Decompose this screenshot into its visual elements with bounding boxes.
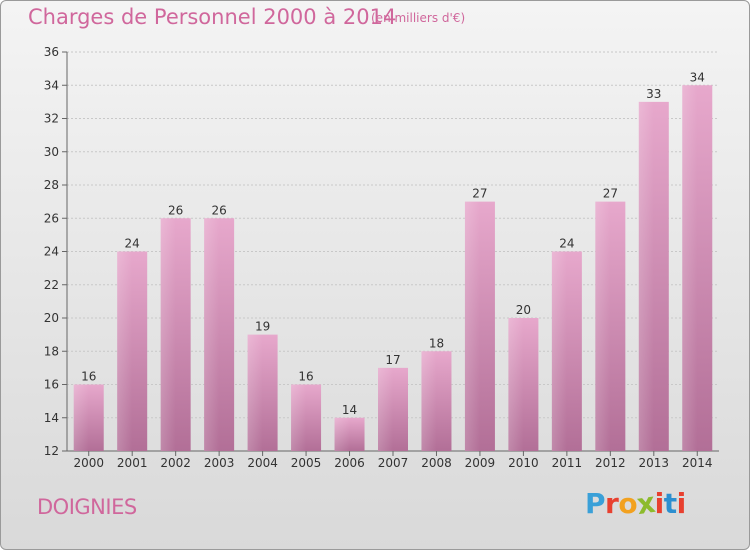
- y-tick-label: 32: [44, 112, 59, 126]
- y-tick-label: 22: [44, 278, 59, 292]
- data-label: 33: [646, 87, 661, 101]
- y-tick-label: 30: [44, 145, 59, 159]
- x-tick-label: 2002: [160, 456, 191, 470]
- x-tick-label: 2014: [682, 456, 713, 470]
- data-label: 26: [211, 203, 226, 217]
- x-tick-label: 2006: [334, 456, 365, 470]
- bar-highlight: [117, 251, 133, 451]
- x-tick-label: 2010: [508, 456, 539, 470]
- x-tick-label: 2012: [595, 456, 626, 470]
- x-tick-label: 2000: [73, 456, 104, 470]
- data-label: 26: [168, 203, 183, 217]
- logo-letter: t: [663, 487, 677, 520]
- y-tick-label: 18: [44, 344, 59, 358]
- y-tick-label: 14: [44, 411, 59, 425]
- bar-highlight: [421, 351, 437, 451]
- data-label: 19: [255, 320, 270, 334]
- data-label: 27: [603, 187, 618, 201]
- y-tick-label: 12: [44, 444, 59, 458]
- bar-highlight: [334, 417, 350, 451]
- data-label: 34: [690, 70, 705, 84]
- bar-highlight: [160, 218, 176, 451]
- y-tick-label: 24: [44, 245, 59, 259]
- y-tick-label: 26: [44, 211, 59, 225]
- bar-highlight: [595, 201, 611, 451]
- chart-subtitle: (en milliers d'€): [371, 11, 466, 25]
- logo-letter: o: [618, 487, 638, 520]
- x-tick-label: 2011: [552, 456, 583, 470]
- logo-letter: i: [676, 487, 687, 520]
- data-label: 24: [559, 237, 574, 251]
- x-tick-label: 2003: [204, 456, 235, 470]
- data-label: 20: [516, 303, 531, 317]
- bar-highlight: [682, 85, 698, 451]
- logo-letter: r: [605, 487, 619, 520]
- y-tick-label: 36: [44, 45, 59, 59]
- y-tick-label: 16: [44, 378, 59, 392]
- data-label: 17: [385, 353, 400, 367]
- x-tick-label: 2009: [465, 456, 496, 470]
- bar-highlight: [378, 367, 393, 451]
- bar-highlight: [247, 334, 263, 451]
- x-tick-label: 2005: [291, 456, 322, 470]
- logo-letter: x: [634, 485, 657, 522]
- x-tick-label: 2004: [247, 456, 278, 470]
- bar-highlight: [551, 251, 567, 451]
- logo-letter: P: [585, 487, 606, 520]
- proxiti-logo: Proxiti: [585, 485, 687, 522]
- x-tick-label: 2008: [421, 456, 452, 470]
- x-tick-label: 2001: [117, 456, 148, 470]
- data-label: 27: [472, 187, 487, 201]
- data-label: 14: [342, 403, 357, 417]
- x-tick-label: 2007: [378, 456, 409, 470]
- y-tick-label: 20: [44, 311, 59, 325]
- bar-highlight: [464, 201, 480, 451]
- data-label: 16: [81, 370, 96, 384]
- data-label: 18: [429, 336, 444, 350]
- data-label: 24: [125, 237, 140, 251]
- bar-highlight: [638, 101, 654, 451]
- y-tick-label: 28: [44, 178, 59, 192]
- data-label: 16: [298, 370, 313, 384]
- logo-letter: i: [654, 487, 665, 520]
- commune-name: DOIGNIES: [37, 495, 137, 519]
- bar-highlight: [73, 384, 89, 451]
- bar-highlight: [204, 218, 220, 451]
- bar-highlight: [508, 318, 524, 451]
- chart-title: Charges de Personnel 2000 à 2014: [28, 5, 397, 29]
- x-tick-label: 2013: [639, 456, 670, 470]
- bar-highlight: [291, 384, 307, 451]
- y-tick-label: 34: [44, 78, 59, 92]
